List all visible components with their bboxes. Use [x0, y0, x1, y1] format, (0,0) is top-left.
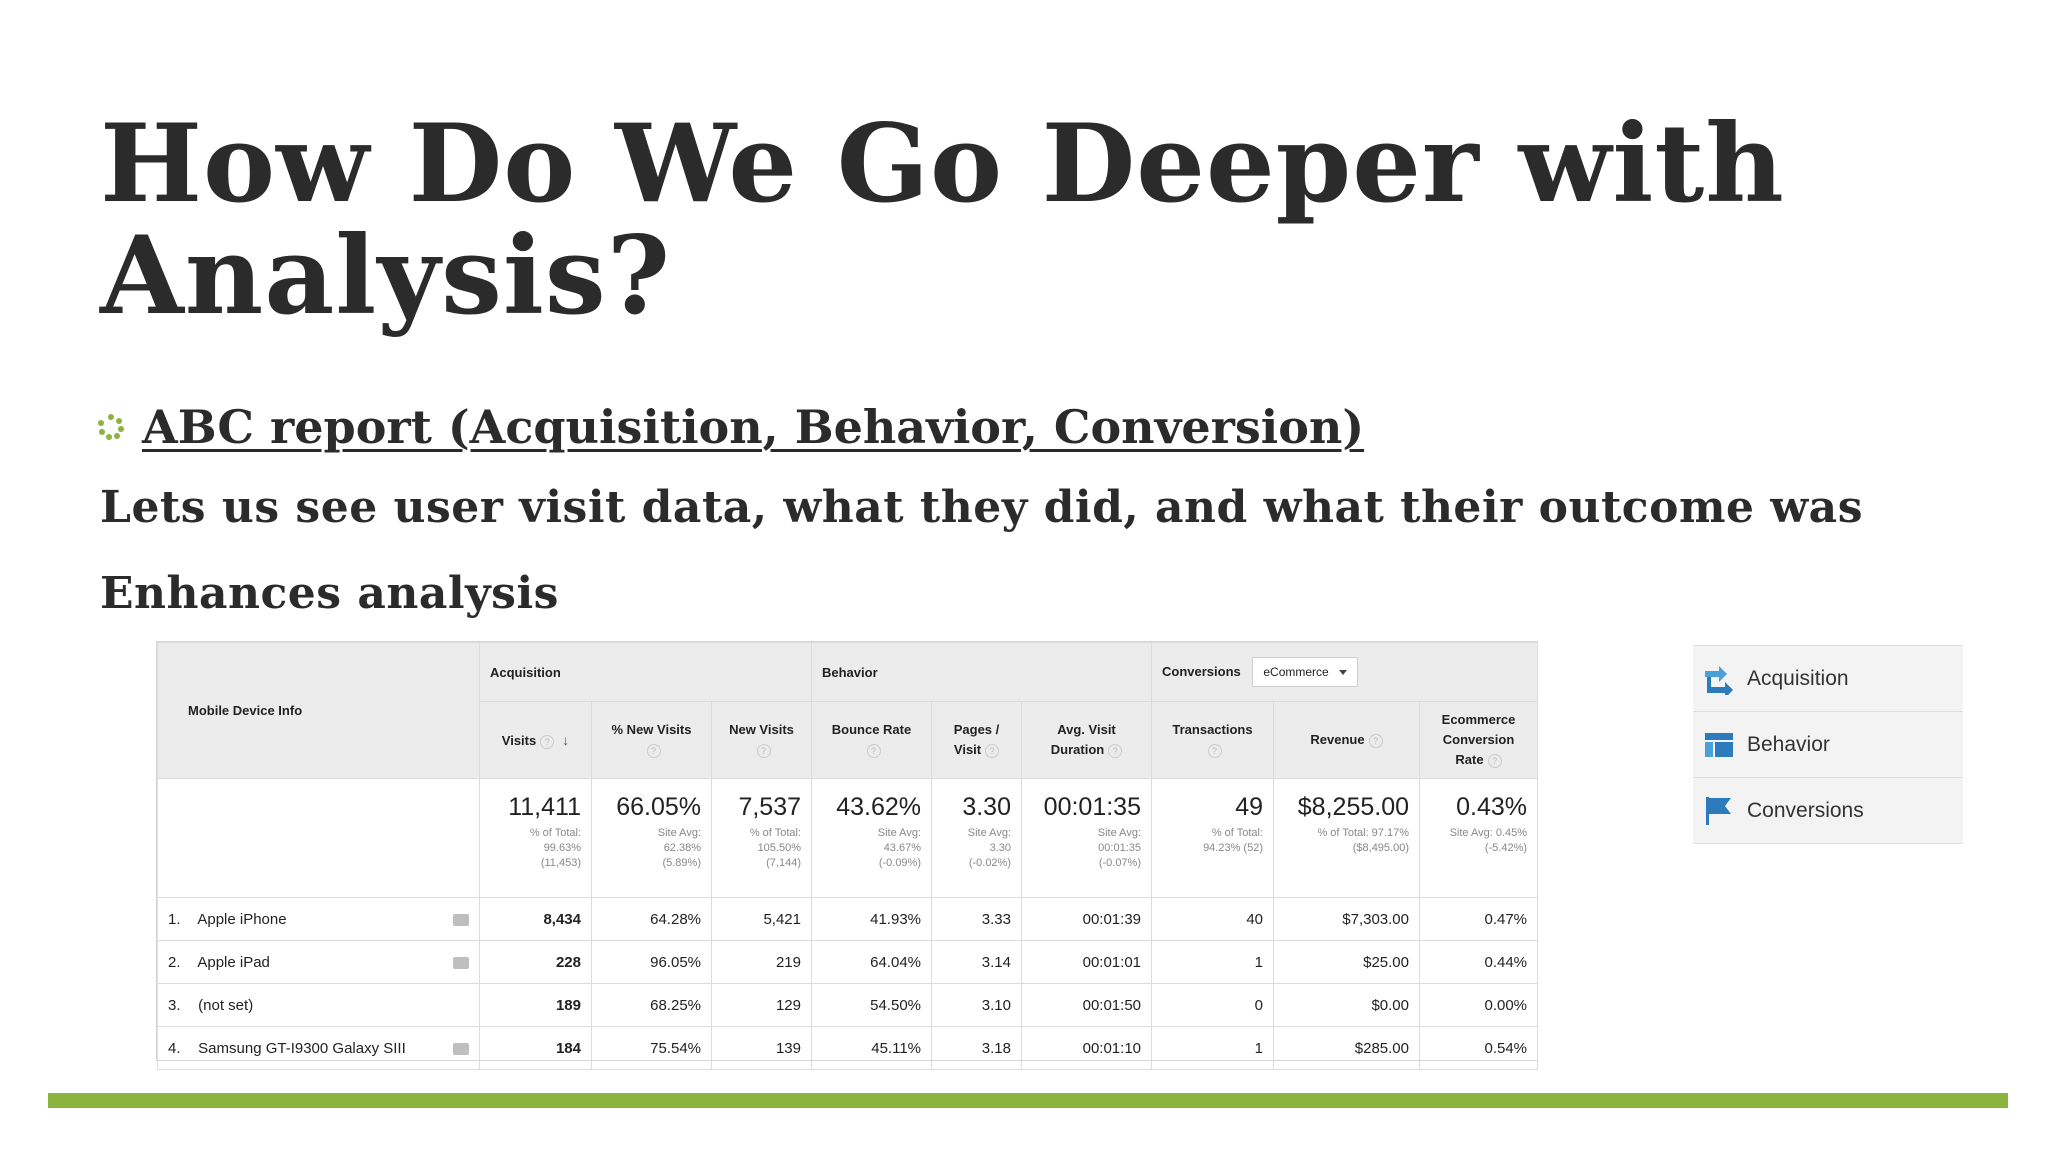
dimension-header: Mobile Device Info — [157, 642, 480, 779]
table-row[interactable]: 4. Samsung GT-I9300 Galaxy SIII 184 75.5… — [157, 1026, 1539, 1070]
total-avg-duration: 00:01:35 Site Avg: 00:01:35 (-0.07%) — [1021, 778, 1152, 898]
total-bounce-rate: 43.62% Site Avg: 43.67% (-0.09%) — [811, 778, 932, 898]
bullet-item: ABC report (Acquisition, Behavior, Conve… — [98, 400, 1364, 454]
col-avg-duration[interactable]: Avg. Visit Duration? — [1021, 701, 1152, 779]
total-pct-new-visits: 66.05% Site Avg: 62.38% (5.89%) — [591, 778, 712, 898]
col-bounce-rate[interactable]: Bounce Rate? — [811, 701, 932, 779]
camera-icon[interactable] — [453, 956, 469, 969]
help-icon[interactable]: ? — [1368, 734, 1383, 748]
total-visits: 11,411% of Total: 99.63% (11,453) — [479, 778, 592, 898]
abc-report-table: Mobile Device Info Acquisition Behavior … — [156, 641, 1539, 1070]
col-ecr[interactable]: Ecommerce Conversion Rate? — [1418, 701, 1539, 779]
abc-side-panel: Acquisition Behavior Conversions — [1693, 645, 1963, 844]
acquisition-group-header: Acquisition — [479, 642, 812, 702]
device-link[interactable]: Apple iPhone — [197, 910, 287, 928]
table-row[interactable]: 2. Apple iPad 228 96.05% 219 64.04% 3.14… — [157, 940, 1539, 984]
table-row[interactable]: 1. Apple iPhone 8,434 64.28% 5,421 41.93… — [157, 897, 1539, 941]
side-item-acquisition[interactable]: Acquisition — [1693, 646, 1963, 712]
device-link[interactable]: (not set) — [198, 996, 254, 1014]
camera-icon[interactable] — [453, 913, 469, 926]
bottom-accent-bar — [48, 1093, 2008, 1108]
chevron-down-icon — [1338, 670, 1347, 676]
total-revenue: $8,255.00% of Total: 97.17% ($8,495.00) — [1273, 778, 1420, 898]
acquisition-arrows-icon — [1703, 663, 1735, 698]
sort-down-icon[interactable]: ↓ — [562, 731, 570, 748]
body-line-2: Enhances analysis — [100, 568, 559, 619]
help-icon[interactable]: ? — [866, 744, 881, 758]
bullet-dots-icon — [98, 414, 124, 440]
conversions-group-header: Conversions eCommerce — [1150, 642, 1539, 702]
behavior-group-header: Behavior — [811, 642, 1152, 702]
total-ecr: 0.43% Site Avg: 0.45% (-5.42%) — [1418, 778, 1539, 898]
col-new-visits[interactable]: New Visits? — [711, 701, 812, 779]
col-revenue[interactable]: Revenue? — [1273, 701, 1420, 779]
behavior-layout-icon — [1703, 729, 1735, 761]
col-visits[interactable]: Visits? ↓ — [479, 701, 592, 779]
help-icon[interactable]: ? — [985, 744, 1000, 758]
slide-title: How Do We Go Deeper with Analysis? — [100, 101, 1785, 339]
help-icon[interactable]: ? — [756, 744, 771, 758]
total-pages-visit: 3.30 Site Avg: 3.30 (-0.02%) — [931, 778, 1022, 898]
total-transactions: 49% of Total: 94.23% (52) — [1151, 778, 1274, 898]
total-new-visits: 7,537% of Total: 105.50% (7,144) — [711, 778, 812, 898]
side-item-conversions[interactable]: Conversions — [1693, 778, 1963, 844]
help-icon[interactable]: ? — [540, 734, 555, 749]
device-link[interactable]: Samsung GT-I9300 Galaxy SIII — [198, 1039, 406, 1057]
device-link[interactable]: Apple iPad — [197, 953, 270, 971]
help-icon[interactable]: ? — [1108, 744, 1123, 758]
conversions-type-select[interactable]: eCommerce — [1252, 657, 1358, 687]
help-icon[interactable]: ? — [1487, 754, 1502, 768]
body-line-1: Lets us see user visit data, what they d… — [100, 482, 1863, 533]
conversions-flag-icon — [1703, 795, 1735, 827]
help-icon[interactable]: ? — [646, 744, 661, 758]
totals-row: 11,411% of Total: 99.63% (11,453) 66.05% Si… — [157, 778, 1539, 898]
table-row[interactable]: 3. (not set) 189 68.25% 129 54.50% 3.10 … — [157, 983, 1539, 1027]
camera-icon[interactable] — [453, 1042, 469, 1055]
col-pct-new-visits[interactable]: % New Visits? — [591, 701, 712, 779]
help-icon[interactable]: ? — [1207, 744, 1222, 758]
bullet-text: ABC report (Acquisition, Behavior, Conve… — [142, 400, 1365, 454]
col-pages-visit[interactable]: Pages / Visit? — [931, 701, 1022, 779]
col-transactions[interactable]: Transactions? — [1151, 701, 1274, 779]
side-item-behavior[interactable]: Behavior — [1693, 712, 1963, 778]
